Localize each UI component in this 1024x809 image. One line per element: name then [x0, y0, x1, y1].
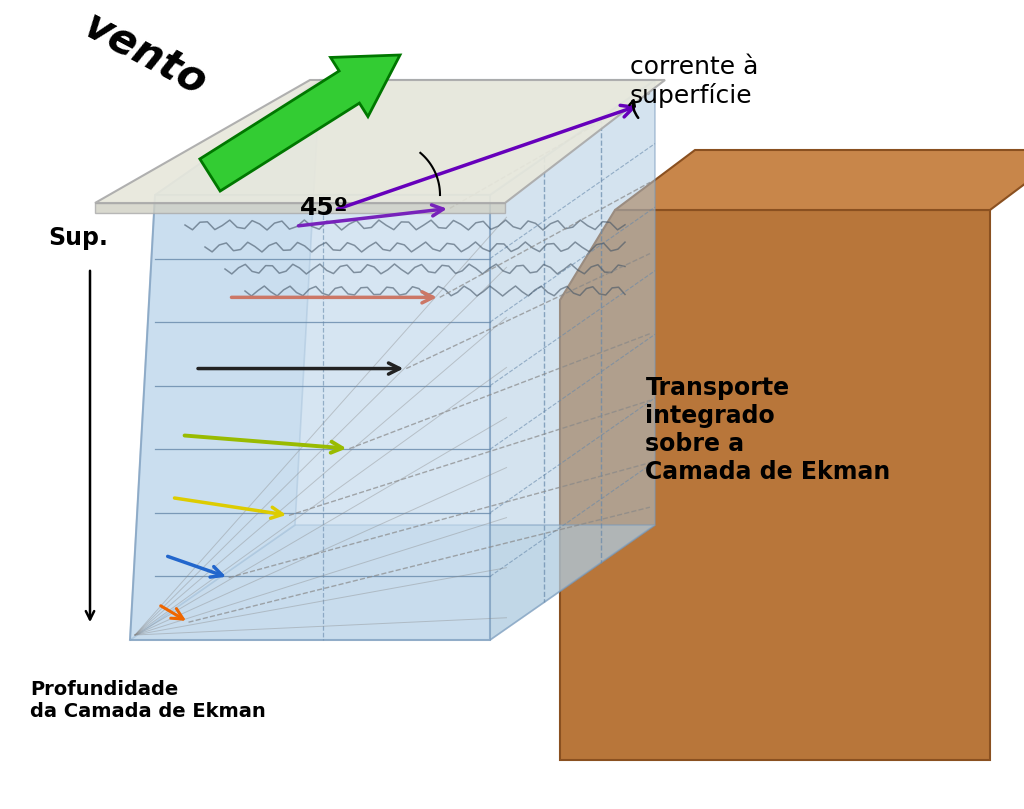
- Polygon shape: [95, 80, 665, 203]
- Polygon shape: [490, 80, 655, 640]
- Text: corrente à
superfície: corrente à superfície: [630, 55, 759, 108]
- Text: 45º: 45º: [300, 196, 349, 220]
- Polygon shape: [130, 80, 319, 640]
- FancyArrow shape: [200, 55, 400, 191]
- Polygon shape: [130, 525, 655, 640]
- Text: Profundidade
da Camada de Ekman: Profundidade da Camada de Ekman: [30, 680, 266, 721]
- Polygon shape: [560, 210, 990, 760]
- Polygon shape: [95, 203, 505, 213]
- Polygon shape: [130, 195, 490, 640]
- Text: Transporte
integrado
sobre a
Camada de Ekman: Transporte integrado sobre a Camada de E…: [645, 376, 891, 484]
- Text: vento: vento: [76, 4, 214, 104]
- Text: Sup.: Sup.: [48, 226, 108, 250]
- Polygon shape: [155, 80, 655, 195]
- Polygon shape: [615, 150, 1024, 210]
- FancyArrow shape: [201, 78, 349, 190]
